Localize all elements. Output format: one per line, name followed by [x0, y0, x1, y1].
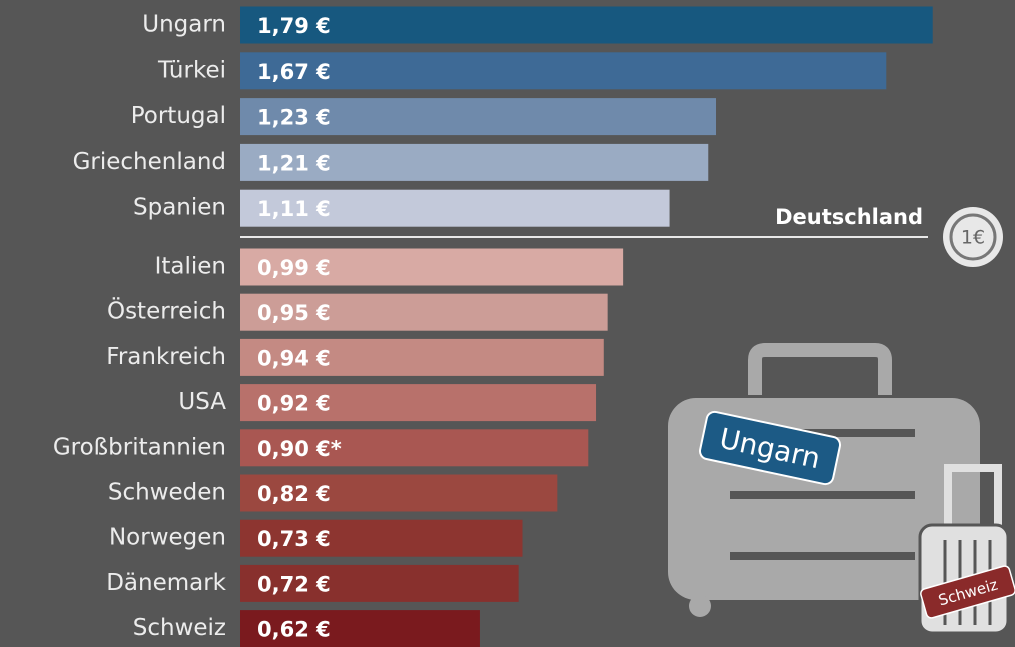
value-label: 1,23 €	[257, 106, 331, 130]
value-label: 0,62 €	[257, 618, 331, 642]
coin-label: 1€	[961, 227, 985, 249]
category-label: Schweden	[108, 480, 226, 506]
chart: Ungarn Schweiz Deutschland 1€ Ungarn 1,79…	[0, 0, 1015, 647]
bar	[240, 52, 886, 89]
value-label: 1,11 €	[257, 197, 331, 221]
category-label: Österreich	[107, 297, 226, 325]
suitcase-illustration: Ungarn Schweiz	[668, 350, 1015, 633]
reference-label: Deutschland	[775, 205, 923, 229]
value-label: 0,72 €	[257, 572, 331, 596]
value-label: 0,94 €	[257, 346, 331, 370]
category-label: Großbritannien	[53, 434, 226, 460]
value-label: 0,82 €	[257, 482, 331, 506]
value-label: 0,95 €	[257, 301, 331, 325]
page: {"chart_data": {"type": "bar", "orientat…	[0, 0, 1015, 647]
value-label: 1,21 €	[257, 151, 331, 175]
category-label: Portugal	[131, 103, 226, 129]
value-label: 1,67 €	[257, 60, 331, 84]
category-label: Norwegen	[109, 525, 226, 551]
category-label: Ungarn	[142, 12, 226, 38]
category-label: USA	[178, 389, 226, 415]
category-label: Italien	[155, 254, 226, 280]
category-label: Türkei	[157, 57, 226, 83]
category-label: Spanien	[133, 195, 226, 221]
category-label: Schweiz	[133, 615, 226, 641]
value-label: 0,92 €	[257, 392, 331, 416]
category-label: Griechenland	[73, 149, 226, 175]
category-label: Frankreich	[106, 344, 226, 370]
category-label: Dänemark	[106, 570, 226, 596]
value-label: 1,79 €	[257, 14, 331, 38]
value-label: 0,90 €*	[257, 437, 342, 461]
value-label: 0,99 €	[257, 256, 331, 280]
value-label: 0,73 €	[257, 527, 331, 551]
bar	[240, 7, 933, 44]
